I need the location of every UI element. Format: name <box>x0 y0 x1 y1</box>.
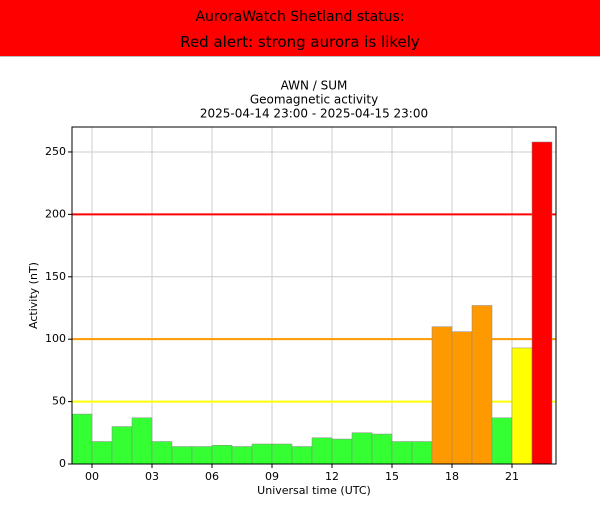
banner-title: AuroraWatch Shetland status: <box>195 9 405 25</box>
bar <box>351 432 373 465</box>
y-tick-label: 150 <box>45 270 66 283</box>
bar <box>491 417 513 465</box>
bar <box>451 331 473 465</box>
bar <box>211 445 233 465</box>
y-axis-label: Activity (nT) <box>27 262 40 329</box>
x-tick-label: 00 <box>85 470 99 483</box>
bar <box>91 441 113 465</box>
bar <box>431 326 453 465</box>
bar <box>151 441 173 465</box>
x-axis-label: Universal time (UTC) <box>257 484 371 497</box>
bar <box>371 433 393 465</box>
bar <box>391 441 413 465</box>
chart-title: 2025-04-14 23:00 - 2025-04-15 23:00 <box>200 107 428 121</box>
bar <box>251 443 273 465</box>
bar <box>411 441 433 465</box>
y-tick-label: 0 <box>59 457 66 470</box>
bar <box>191 446 213 465</box>
bar <box>291 446 313 465</box>
chart-title: AWN / SUM <box>281 79 348 93</box>
banner-status: Red alert: strong aurora is likely <box>180 33 420 51</box>
bar <box>171 446 193 465</box>
x-tick-label: 09 <box>265 470 279 483</box>
bar <box>71 413 93 465</box>
status-banner: AuroraWatch Shetland status: Red alert: … <box>0 0 600 57</box>
x-tick-label: 12 <box>325 470 339 483</box>
chart-title: Geomagnetic activity <box>250 93 378 107</box>
bar <box>271 443 293 465</box>
y-tick-label: 250 <box>45 145 66 158</box>
bar <box>531 141 553 465</box>
y-tick-label: 50 <box>52 395 66 408</box>
x-tick-label: 03 <box>145 470 159 483</box>
x-tick-label: 18 <box>445 470 459 483</box>
x-tick-label: 21 <box>505 470 519 483</box>
bar <box>331 438 353 465</box>
y-tick-label: 100 <box>45 332 66 345</box>
bar <box>231 446 253 465</box>
bar <box>311 437 333 465</box>
y-tick-label: 200 <box>45 207 66 220</box>
plot-frame <box>71 126 557 465</box>
x-tick-label: 15 <box>385 470 399 483</box>
x-tick-label: 06 <box>205 470 219 483</box>
bar <box>511 347 533 465</box>
bar <box>131 417 153 465</box>
bar <box>471 305 493 465</box>
bar <box>111 426 133 465</box>
